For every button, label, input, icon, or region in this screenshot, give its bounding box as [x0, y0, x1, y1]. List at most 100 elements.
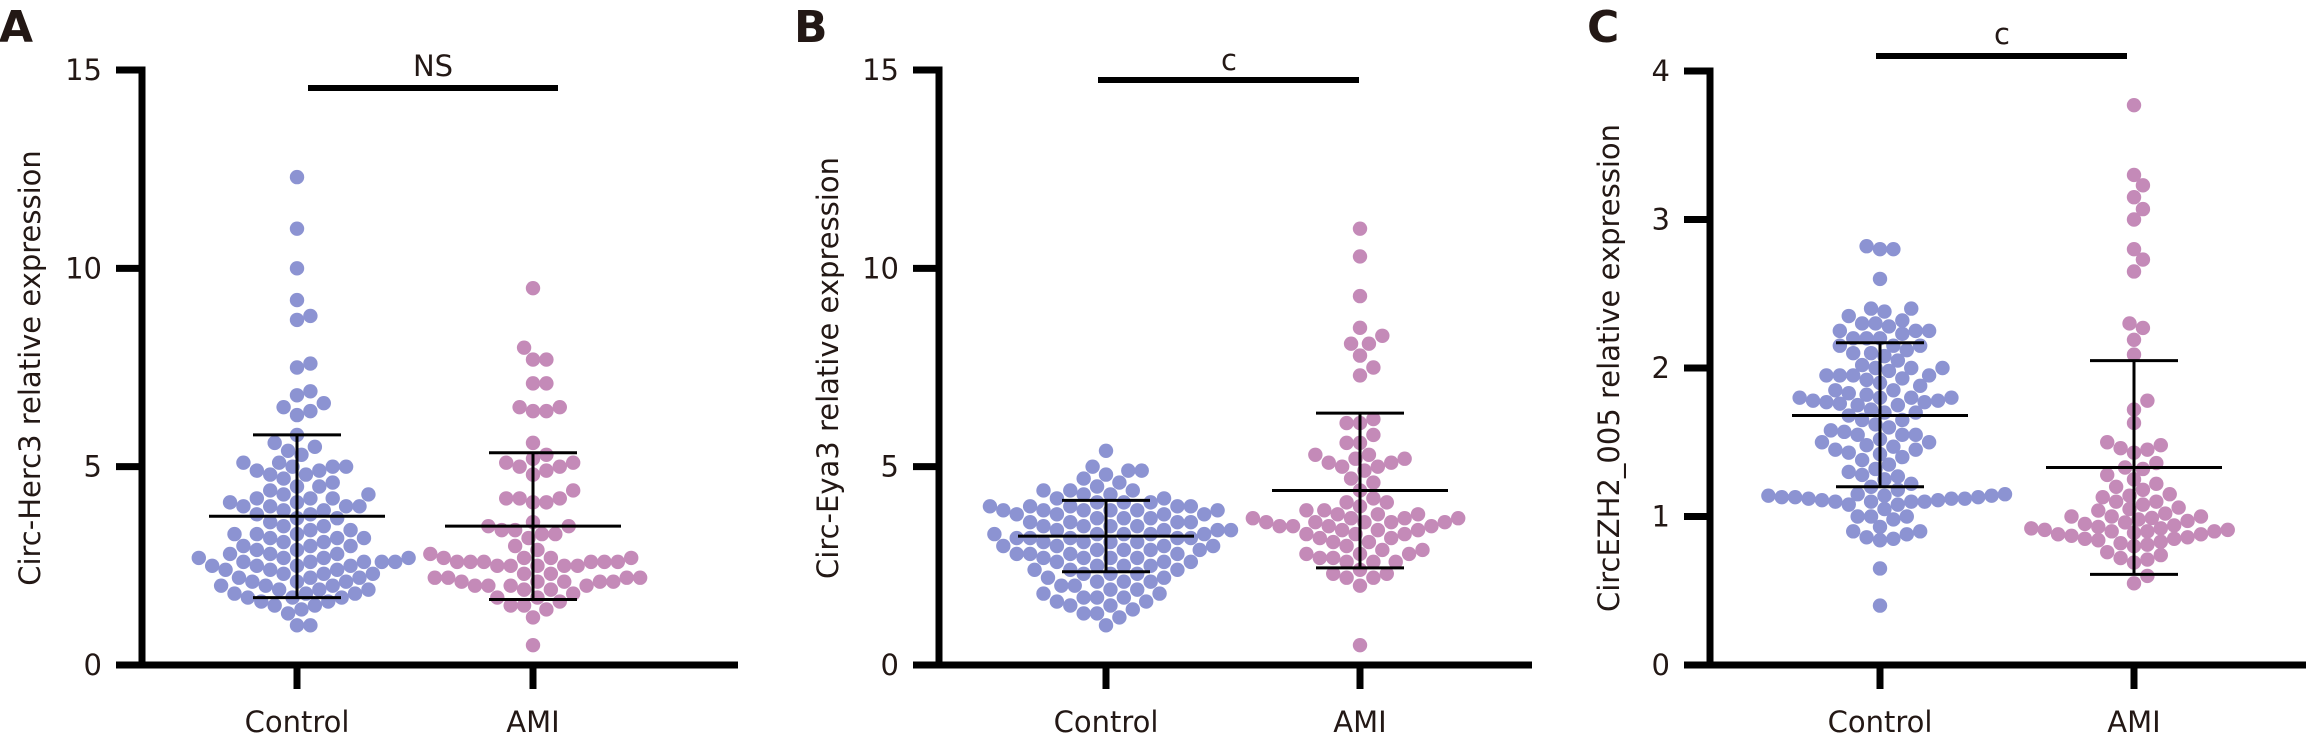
data-point-ami [2100, 467, 2115, 483]
data-point-control [1863, 301, 1879, 316]
data-point-control [307, 439, 323, 455]
data-point-control [1863, 345, 1879, 361]
data-point-control [1089, 526, 1105, 542]
data-point-control [298, 467, 314, 482]
data-point-control [1089, 606, 1105, 621]
data-point-ami [1451, 511, 1466, 526]
data-point-control [1098, 443, 1114, 458]
data-point-control [1130, 566, 1145, 581]
data-point-control [1832, 396, 1848, 411]
data-point-control [276, 534, 291, 550]
data-point-control [249, 491, 265, 506]
data-point-ami [552, 594, 567, 609]
x-tick-label-ami: AMI [2107, 705, 2160, 739]
data-point-control [1841, 386, 1856, 401]
data-point-control [1908, 427, 1923, 443]
data-point-control [1886, 383, 1901, 398]
data-point-control [1868, 316, 1883, 331]
data-point-control [1063, 562, 1078, 577]
data-point-control [401, 550, 416, 566]
data-point-ami [1366, 411, 1381, 427]
data-point-control [1841, 445, 1856, 460]
data-point-control [1063, 530, 1078, 546]
data-point-ami [539, 403, 554, 419]
data-point-control [1049, 538, 1065, 554]
data-point-control [1036, 483, 1051, 498]
data-point-control [1828, 383, 1843, 398]
data-point-control [1022, 530, 1038, 546]
data-point-ami [516, 340, 532, 355]
data-point-ami [592, 574, 608, 589]
panel-a: A Circ-Herc3 relative expression NS Cont… [0, 2, 738, 739]
data-point-control [1134, 463, 1149, 478]
data-point-ami [2095, 489, 2110, 505]
data-point-ami [2113, 440, 2128, 456]
data-point-control [303, 384, 318, 399]
data-point-ami [1343, 471, 1359, 486]
data-point-control [329, 511, 345, 526]
data-point-control [312, 582, 327, 597]
data-point-ami [516, 598, 532, 613]
data-point-ami [1245, 511, 1261, 526]
y-tick-label: 15 [862, 53, 899, 87]
data-point-ami [2050, 527, 2066, 542]
data-point-control [1854, 316, 1870, 331]
data-point-control [1828, 494, 1843, 509]
data-point-ami [1259, 515, 1274, 530]
data-point-ami [2149, 476, 2164, 492]
data-point-control [1076, 534, 1091, 550]
data-point-control [1170, 562, 1185, 577]
data-point-ami [548, 526, 563, 542]
data-point-ami [1366, 491, 1381, 506]
data-point-ami [2193, 527, 2209, 542]
data-point-control [338, 499, 354, 514]
data-point-control [1116, 526, 1132, 542]
data-point-control [1156, 570, 1172, 585]
data-point-control [289, 221, 305, 236]
y-axis-title: CircEZH2_005 relative expression [1592, 124, 1626, 612]
data-point-ami [2126, 167, 2142, 183]
data-point-control [1904, 360, 1919, 376]
data-point-control [263, 499, 278, 514]
data-point-control [1823, 423, 1839, 438]
data-point-control [1895, 326, 1910, 342]
data-point-control [316, 518, 331, 534]
data-point-control [222, 546, 238, 562]
data-point-control [191, 550, 206, 566]
data-point-ami [525, 610, 541, 625]
data-point-control [1912, 378, 1928, 394]
data-point-control [267, 598, 282, 613]
data-point-control [258, 578, 273, 593]
data-point-ami [1285, 518, 1301, 534]
data-point-ami [2149, 494, 2164, 509]
data-point-control [1116, 542, 1132, 558]
data-point-control [236, 554, 251, 570]
data-point-control [329, 546, 345, 562]
data-point-ami [1352, 221, 1368, 236]
data-point-ami [1343, 511, 1359, 526]
data-point-ami [2100, 544, 2115, 560]
data-point-control [1076, 606, 1091, 621]
data-point-control [1156, 538, 1172, 554]
data-point-control [1912, 524, 1928, 539]
data-point-control [1089, 542, 1105, 558]
data-point-ami [499, 491, 514, 506]
data-point-ami [1339, 495, 1354, 510]
data-point-ami [557, 574, 572, 589]
data-point-control [280, 606, 296, 621]
data-point-control [312, 479, 327, 494]
data-point-ami [539, 602, 554, 617]
data-point-control [1098, 618, 1114, 633]
data-point-ami [503, 598, 518, 613]
data-point-control [1832, 323, 1848, 339]
data-point-control [1930, 393, 1946, 408]
data-point-ami [1370, 459, 1386, 474]
data-point-ami [2135, 320, 2151, 336]
data-point-control [263, 467, 278, 482]
data-point-control [1895, 427, 1910, 443]
data-point-control [231, 570, 247, 585]
data-point-control [1049, 507, 1065, 522]
data-point-ami [1397, 511, 1412, 526]
data-point-ami [1352, 320, 1368, 336]
data-point-control [1841, 497, 1856, 512]
